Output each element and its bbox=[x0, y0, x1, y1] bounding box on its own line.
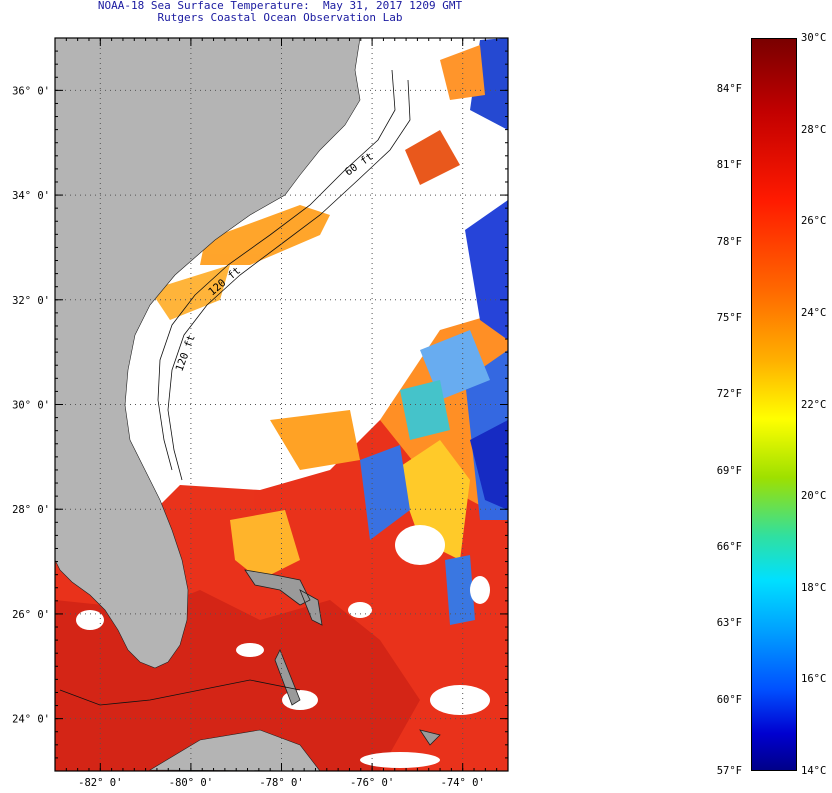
graticule bbox=[55, 38, 508, 771]
lat-label: 28° 0' bbox=[12, 504, 50, 516]
lat-label: 32° 0' bbox=[12, 295, 50, 307]
colorbar-celsius-label: 26°C bbox=[801, 215, 827, 228]
lon-label: -82° 0' bbox=[78, 777, 122, 789]
land-mass bbox=[55, 38, 361, 669]
colorbar-celsius-label: 22°C bbox=[801, 398, 827, 411]
lat-label: 24° 0' bbox=[12, 714, 50, 726]
cloud-mask bbox=[76, 525, 490, 768]
colorbar-celsius-label: 18°C bbox=[801, 581, 827, 594]
colorbar-fahrenheit-label: 78°F bbox=[716, 235, 742, 248]
lat-label: 36° 0' bbox=[12, 85, 50, 97]
colorbar-celsius-label: 14°C bbox=[801, 765, 827, 777]
colorbar-fahrenheit-label: 60°F bbox=[716, 693, 742, 706]
map-subtitle: Rutgers Coastal Ocean Observation Lab bbox=[157, 11, 403, 24]
colorbar-fahrenheit-label: 57°F bbox=[716, 765, 742, 777]
colorbar-celsius-label: 20°C bbox=[801, 490, 827, 503]
colorbar-fahrenheit-label: 81°F bbox=[716, 159, 742, 172]
map-title: NOAA-18 Sea Surface Temperature: May 31,… bbox=[97, 0, 463, 12]
sst-data-field bbox=[55, 38, 508, 771]
colorbar-celsius-label: 30°C bbox=[801, 32, 827, 44]
colorbar-celsius-label: 28°C bbox=[801, 123, 827, 136]
colorbar-fahrenheit-label: 75°F bbox=[716, 311, 742, 324]
colorbar-fahrenheit-label: 63°F bbox=[716, 617, 742, 630]
lon-label: -76° 0' bbox=[350, 777, 394, 789]
colorbar-fahrenheit-label: 69°F bbox=[716, 464, 742, 477]
colorbar-fahrenheit-label: 66°F bbox=[716, 541, 742, 554]
colorbar-celsius-label: 24°C bbox=[801, 306, 827, 319]
lon-label: -74° 0' bbox=[441, 777, 485, 789]
lon-label: -80° 0' bbox=[169, 777, 213, 789]
axis-ticks: 36° 0' 34° 0' 32° 0' 30° 0' 28° 0' 26° 0' 24° … bbox=[12, 37, 509, 789]
isobath-contours bbox=[59, 69, 411, 706]
colorbar-celsius-label: 16°C bbox=[801, 673, 827, 686]
colorbar bbox=[751, 38, 797, 771]
lon-label: -78° 0' bbox=[259, 777, 303, 789]
lat-label: 26° 0' bbox=[12, 609, 50, 621]
colorbar-fahrenheit-label: 72°F bbox=[716, 388, 742, 401]
lat-label: 34° 0' bbox=[12, 190, 50, 202]
lat-label: 30° 0' bbox=[12, 400, 50, 412]
colorbar-fahrenheit-label: 84°F bbox=[716, 82, 742, 95]
bahamas-islands bbox=[244, 569, 441, 746]
